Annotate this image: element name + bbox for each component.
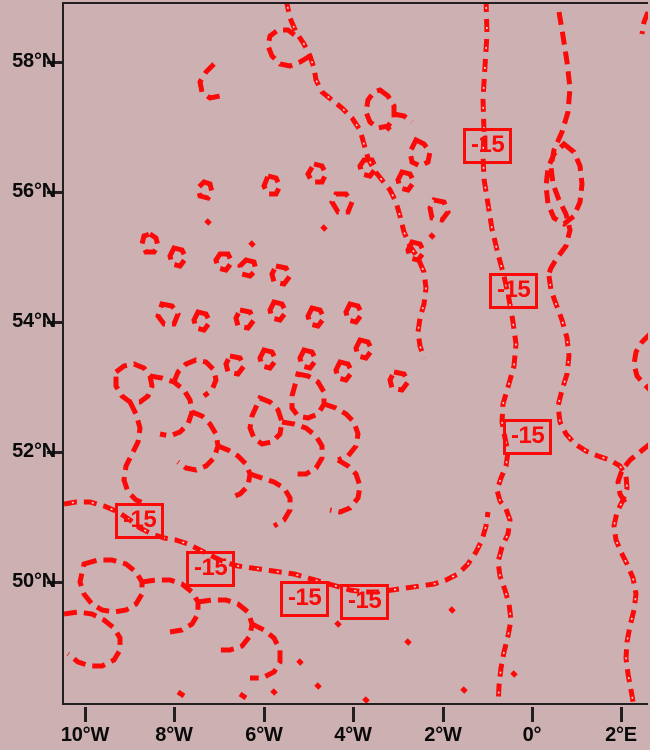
- contour-dash-highlight: [64, 4, 637, 703]
- y-tick-label: 56°N: [12, 180, 56, 202]
- y-tick-label: 58°N: [12, 50, 56, 72]
- x-tick-mark: [352, 707, 355, 722]
- contour-path-group: [64, 4, 648, 703]
- x-tick-mark: [442, 707, 445, 722]
- contour-lines: [64, 4, 648, 703]
- y-tick-label: 54°N: [12, 310, 56, 332]
- x-tick-label: 6°W: [245, 724, 283, 746]
- plot-frame: [62, 2, 648, 705]
- x-tick-mark: [531, 707, 534, 722]
- y-tick-mark: [47, 451, 62, 454]
- contour-level-label: -15: [503, 419, 553, 455]
- y-tick-label: 50°N: [12, 570, 56, 592]
- x-tick-mark: [620, 707, 623, 722]
- y-tick-label: 52°N: [12, 440, 56, 462]
- contour-level-label: -15: [280, 581, 330, 617]
- contour-level-label: -15: [340, 584, 390, 620]
- contour-level-label: -15: [115, 503, 165, 539]
- x-tick-label: 8°W: [155, 724, 193, 746]
- y-tick-mark: [47, 61, 62, 64]
- x-tick-mark: [263, 707, 266, 722]
- x-tick-label: 10°W: [60, 724, 110, 746]
- contour-level-label: -15: [186, 551, 236, 587]
- contour-level-label: -15: [489, 273, 539, 309]
- y-tick-mark: [47, 581, 62, 584]
- x-tick-label: 4°W: [334, 724, 372, 746]
- x-tick-label: 0°: [522, 724, 542, 746]
- y-tick-mark: [47, 191, 62, 194]
- x-tick-mark: [173, 707, 176, 722]
- x-tick-label: 2°E: [605, 724, 637, 746]
- contour-level-label: -15: [463, 128, 513, 164]
- y-tick-mark: [47, 321, 62, 324]
- x-tick-label: 2°W: [424, 724, 462, 746]
- x-tick-mark: [84, 707, 87, 722]
